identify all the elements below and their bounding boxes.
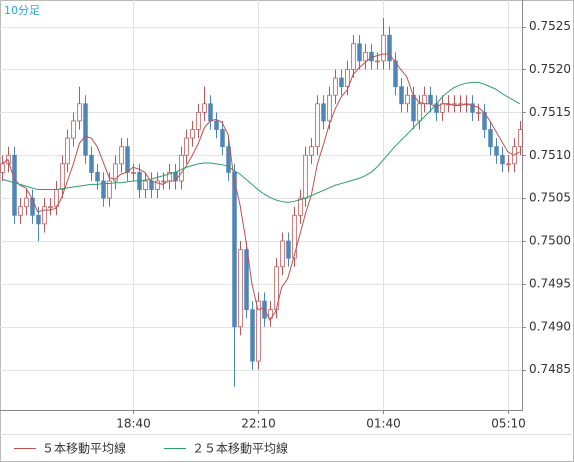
candle-body [232, 172, 237, 328]
candle-body [292, 214, 297, 259]
candle-body [280, 240, 285, 268]
x-tick-label: 05:10 [491, 417, 526, 431]
candle-body [143, 180, 148, 190]
candle-body [42, 206, 47, 225]
candle-body [83, 103, 88, 156]
candle-body [470, 103, 475, 113]
candle-body [71, 120, 76, 139]
y-tick-label: 0.7505 [529, 191, 571, 205]
candle-body [286, 240, 291, 259]
y-tick-label: 0.7500 [529, 234, 571, 248]
candle-body [506, 163, 511, 166]
candle-body [500, 154, 505, 165]
candle-body [488, 129, 493, 148]
y-tick-label: 0.7510 [529, 148, 571, 162]
x-tick-label: 22:10 [241, 417, 276, 431]
candle-body [60, 163, 65, 190]
candle-body [30, 197, 35, 216]
candle-body [155, 180, 160, 190]
candle-body [131, 172, 136, 174]
candle-body [452, 103, 457, 106]
candle-body [18, 206, 23, 216]
candle-body [125, 146, 130, 173]
candle-body [250, 309, 255, 362]
candle-body [339, 77, 344, 88]
candle-body [226, 146, 231, 173]
legend-label: ５本移動平均線 [42, 441, 126, 456]
candle-body [220, 129, 225, 148]
candle-body [238, 249, 243, 328]
y-tick-label: 0.7490 [529, 319, 571, 333]
candle-body [36, 214, 41, 225]
candle-body [89, 154, 94, 173]
candle-body [101, 180, 106, 199]
candle-body [309, 146, 314, 156]
candle-body [161, 180, 166, 183]
candle-body [196, 111, 201, 130]
moving-average-line [1, 53, 520, 321]
candle-body [381, 34, 386, 62]
candle-body [208, 103, 213, 122]
candle-body [476, 111, 481, 114]
candle-body [351, 43, 356, 70]
candle-body [202, 103, 207, 113]
moving-average-line [1, 81, 520, 203]
candle-body [345, 69, 350, 88]
candle-body [184, 137, 189, 156]
candle-body [179, 154, 184, 182]
candle-body [149, 180, 154, 190]
candle-body [95, 172, 100, 182]
candle-body [24, 197, 29, 208]
candle-body [417, 103, 422, 122]
x-tick-label: 18:40 [116, 417, 151, 431]
candle-body [315, 103, 320, 148]
candle-body [256, 300, 261, 362]
candle-body [393, 60, 398, 88]
candle-body [190, 129, 195, 139]
candle-body [440, 103, 445, 113]
y-tick-label: 0.7520 [529, 62, 571, 76]
chart-title: 10分足 [4, 4, 40, 17]
candle-body [411, 94, 416, 122]
candle-body [65, 137, 70, 165]
candle-body [327, 94, 332, 122]
candle-body [298, 197, 303, 216]
candle-body [422, 94, 427, 105]
candle-body [375, 60, 380, 63]
legend-label: ２５本移動平均線 [192, 441, 288, 456]
candle-body [107, 180, 112, 199]
candle-body [357, 43, 362, 62]
y-tick-label: 0.7485 [529, 362, 571, 376]
candle-body [0, 163, 5, 173]
candle-body [244, 249, 249, 311]
candle-body [405, 94, 410, 105]
candle-body [494, 146, 499, 156]
candle-body [399, 86, 404, 105]
candle-body [321, 103, 326, 122]
y-tick-label: 0.7525 [529, 19, 571, 33]
candle-body [214, 120, 219, 130]
candle-body [428, 94, 433, 105]
candle-body [458, 103, 463, 106]
y-tick-label: 0.7495 [529, 276, 571, 290]
x-tick-label: 01:40 [366, 417, 401, 431]
candle-body [363, 51, 368, 62]
candle-body [333, 77, 338, 96]
candle-body [113, 163, 118, 182]
candle-body [303, 154, 308, 199]
candle-body [387, 34, 392, 62]
candle-body [518, 129, 523, 148]
y-tick-label: 0.7515 [529, 105, 571, 119]
candle-body [119, 146, 124, 165]
candle-body [12, 154, 17, 216]
candle-body [77, 103, 82, 122]
candle-body [48, 206, 53, 209]
